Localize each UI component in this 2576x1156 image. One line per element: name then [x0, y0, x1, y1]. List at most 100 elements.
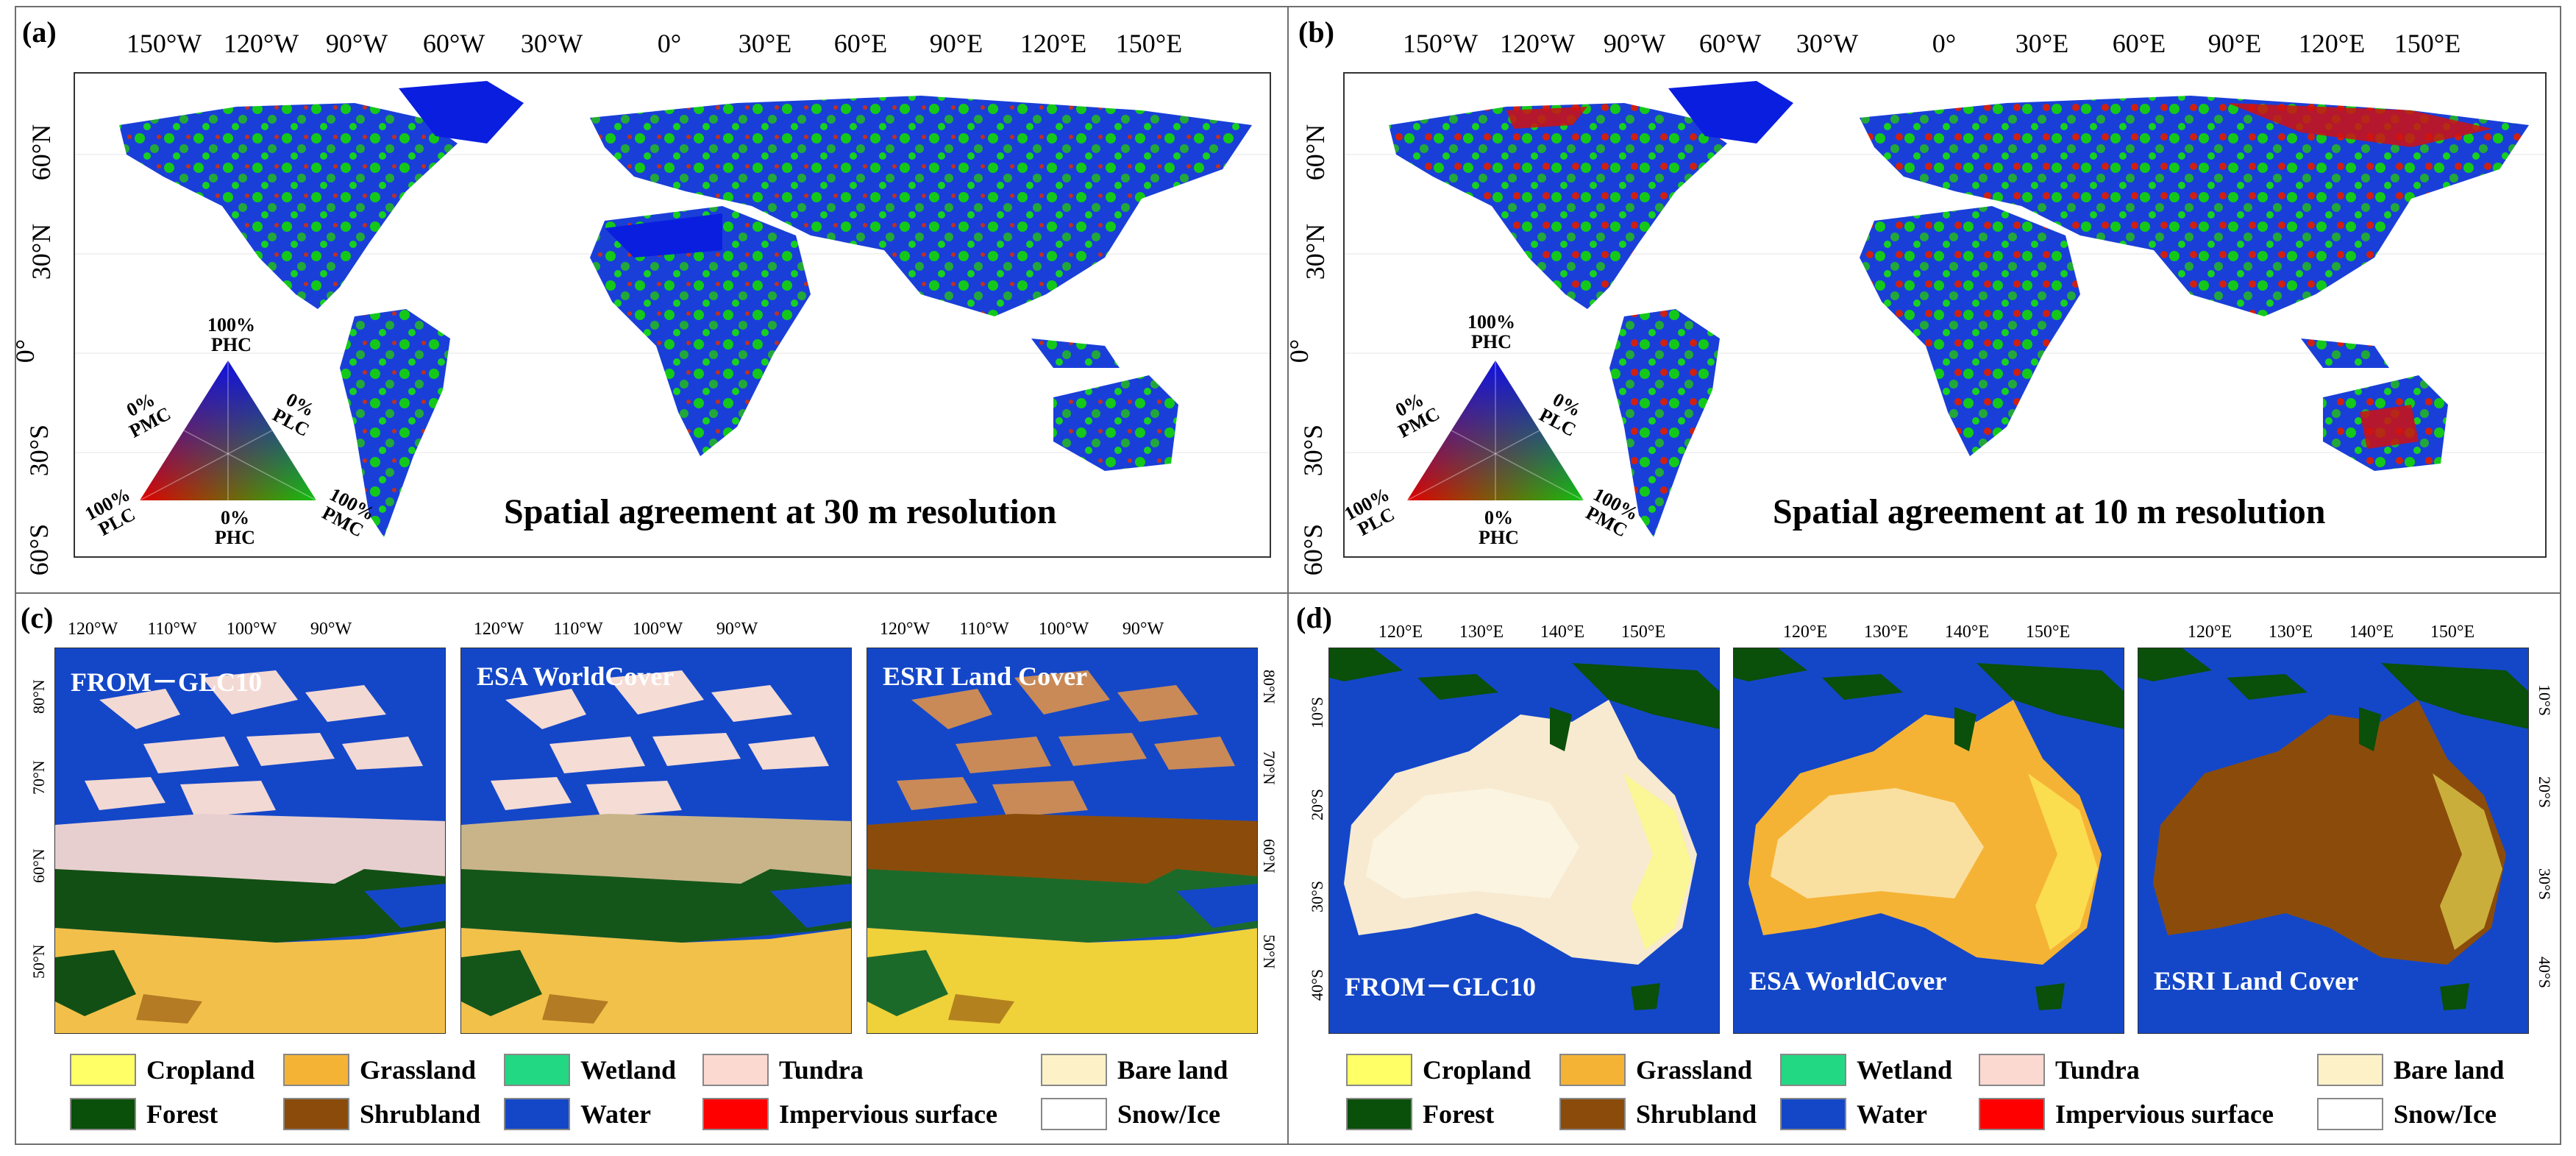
regional-map-title: ESRI Land Cover [2154, 966, 2359, 996]
legend-item: Shrubland [1559, 1098, 1757, 1130]
legend-item: Bare land [1041, 1054, 1228, 1086]
legend-swatch [702, 1054, 769, 1086]
lon-tick-label: 120°E [2298, 29, 2366, 58]
panel-a-letter: (a) [22, 15, 57, 49]
lat-tick-label: 60°N [26, 124, 57, 181]
lat-tick-label: 50°N [29, 944, 48, 979]
panel-d-letter: (d) [1296, 601, 1332, 634]
legend-item: Grassland [283, 1054, 476, 1086]
lat-tick-label: 70°N [1260, 751, 1278, 785]
regional-map [54, 648, 446, 1034]
legend-label: Impervious surface [2055, 1099, 2274, 1129]
legend-item: Bare land [2317, 1054, 2504, 1086]
lon-tick-label: 120°W [1499, 29, 1576, 58]
legend-swatch [1346, 1098, 1412, 1130]
legend-label: Wetland [580, 1055, 677, 1085]
lon-tick-label: 140°E [1944, 623, 1990, 642]
legend-label: Snow/Ice [2394, 1099, 2497, 1129]
regional-map [2138, 648, 2529, 1034]
legend-swatch [70, 1054, 136, 1086]
lat-tick-label: 30°S [2536, 868, 2554, 901]
legend-swatch [2317, 1054, 2383, 1086]
lon-tick-label: 140°E [2349, 623, 2394, 642]
lon-tick-label: 100°W [226, 620, 277, 639]
legend-swatch [1559, 1054, 1626, 1086]
lon-tick-label: 90°E [929, 29, 983, 58]
legend-item: Forest [1346, 1098, 1494, 1130]
lon-tick-label: 150°W [1402, 29, 1479, 58]
legend-label: Forest [146, 1099, 218, 1129]
regional-map-graphic [867, 648, 1257, 1033]
lon-tick-label: 120°W [223, 29, 299, 58]
legend-item: Impervious surface [1979, 1098, 2274, 1130]
lon-tick-label: 150°E [2025, 623, 2071, 642]
divider-vertical [1287, 6, 1289, 1145]
legend-label: Water [580, 1099, 651, 1129]
legend-swatch [2317, 1098, 2383, 1130]
legend-item: Wetland [504, 1054, 676, 1086]
lat-tick-label: 30°N [26, 223, 57, 280]
ternary-b-bottom-mid: 0% PHC [1479, 507, 1519, 548]
regional-map-graphic [1734, 648, 2124, 1033]
lon-tick-label: 130°E [2268, 623, 2313, 642]
legend-item: Tundra [702, 1054, 864, 1086]
regional-map-graphic [1329, 648, 1719, 1033]
lon-tick-label: 90°W [325, 29, 388, 58]
lon-tick-label: 120°W [879, 620, 931, 639]
legend-label: Cropland [146, 1055, 255, 1085]
legend-label: Tundra [779, 1055, 864, 1085]
lon-tick-label: 30°W [520, 29, 583, 58]
legend-swatch [504, 1054, 570, 1086]
lon-tick-label: 150°E [2394, 29, 2461, 58]
regional-map-title: FROM－GLC10 [1345, 972, 1536, 1001]
lon-tick-label: 150°E [1620, 623, 1666, 642]
legend-item: Tundra [1979, 1054, 2140, 1086]
lat-tick-label: 0° [10, 338, 40, 364]
lon-tick-label: 130°E [1459, 623, 1504, 642]
lat-tick-label: 60°N [1260, 839, 1278, 873]
lat-tick-label: 20°S [1308, 788, 1326, 820]
regional-map-title: ESA WorldCover [477, 662, 675, 691]
lon-tick-label: 120°W [67, 620, 118, 639]
regional-map [460, 648, 852, 1034]
legend-swatch [283, 1098, 349, 1130]
lat-tick-label: 30°S [24, 424, 54, 477]
legend-item: Impervious surface [702, 1098, 997, 1130]
legend-item: Grassland [1559, 1054, 1752, 1086]
lon-tick-label: 140°E [1540, 623, 1585, 642]
lat-tick-label: 30°S [1298, 424, 1328, 477]
lat-tick-label: 30°S [1308, 880, 1326, 912]
lon-tick-label: 120°E [1020, 29, 1087, 58]
legend-label: Snow/Ice [1117, 1099, 1221, 1129]
legend-label: Forest [1423, 1099, 1495, 1129]
legend-label: Water [1857, 1099, 1927, 1129]
panel-a-title: Spatial agreement at 30 m resolution [504, 492, 1057, 531]
lon-tick-label: 100°W [1038, 620, 1089, 639]
lon-tick-label: 0° [1932, 29, 1957, 58]
lat-tick-label: 10°S [1308, 696, 1326, 728]
legend-swatch [1780, 1098, 1846, 1130]
regional-map-graphic [55, 648, 445, 1033]
lon-tick-label: 30°W [1796, 29, 1859, 58]
lon-tick-label: 90°E [2207, 29, 2262, 58]
lat-tick-label: 80°N [1260, 670, 1278, 704]
legend-label: Bare land [1117, 1055, 1228, 1085]
legend-label: Shrubland [360, 1099, 481, 1129]
panel-b-title: Spatial agreement at 10 m resolution [1773, 492, 2326, 531]
lon-tick-label: 90°W [1122, 620, 1164, 639]
legend-swatch [1041, 1098, 1107, 1130]
lat-tick-label: 60°N [29, 848, 48, 883]
legend-label: Cropland [1423, 1055, 1531, 1085]
lon-tick-label: 150°E [2430, 623, 2475, 642]
regional-map-graphic [461, 648, 851, 1033]
ternary-legend-b [1406, 361, 1584, 501]
regional-map [1733, 648, 2124, 1034]
lon-tick-label: 0° [657, 29, 682, 58]
ternary-legend-a [139, 361, 317, 501]
lon-tick-label: 30°E [738, 29, 792, 58]
legend-swatch [1979, 1098, 2045, 1130]
lat-tick-label: 50°N [1260, 935, 1278, 969]
lon-tick-label: 130°E [1863, 623, 1909, 642]
continents [119, 81, 1252, 537]
legend-label: Grassland [360, 1055, 477, 1085]
